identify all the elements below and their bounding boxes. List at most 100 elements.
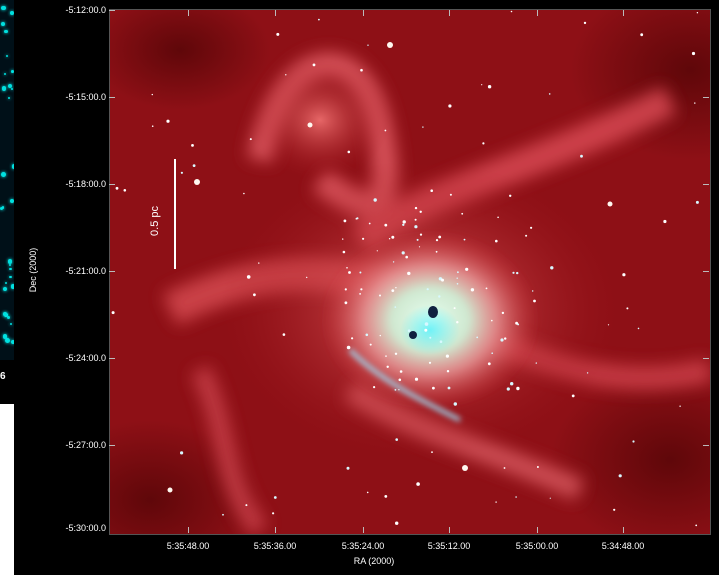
star — [191, 144, 194, 147]
star — [457, 271, 459, 274]
star — [441, 278, 444, 282]
bright-star — [607, 201, 613, 207]
star — [509, 194, 512, 197]
star — [503, 467, 506, 469]
star — [449, 193, 452, 196]
adjacent-panel-star — [4, 30, 8, 34]
x-tick-label: 5:34:48.00 — [601, 541, 645, 551]
star — [258, 262, 260, 264]
star — [679, 405, 681, 407]
star — [515, 496, 517, 498]
x-tick-mark — [363, 527, 364, 533]
star — [368, 222, 371, 225]
y-tick-mark — [109, 184, 115, 185]
star — [123, 189, 127, 192]
x-tick-label: 5:35:00.00 — [515, 541, 559, 551]
adjacent-panel-star — [3, 312, 7, 316]
star — [470, 288, 475, 292]
star — [360, 288, 363, 291]
star — [366, 491, 369, 494]
star — [487, 362, 491, 366]
adjacent-panel-star — [7, 84, 12, 89]
bright-star — [194, 179, 200, 185]
y-tick-mark — [109, 358, 115, 359]
star — [344, 288, 347, 291]
adjacent-panel-star — [8, 263, 12, 266]
y-tick-mark — [109, 97, 115, 98]
star — [405, 255, 409, 259]
star — [285, 74, 287, 76]
x-tick-mark — [623, 527, 624, 533]
star — [424, 322, 429, 326]
star — [416, 482, 420, 486]
star — [394, 352, 398, 355]
adjacent-panel-star — [7, 259, 13, 264]
star — [435, 250, 438, 253]
star — [487, 85, 492, 89]
adjacent-panel-star — [1, 5, 6, 10]
star — [388, 238, 391, 240]
star — [394, 389, 397, 391]
adjacent-panel-star — [0, 206, 4, 211]
star — [481, 84, 483, 86]
y-tick-label: -5:27:00.0 — [65, 440, 106, 450]
star — [180, 171, 183, 174]
star — [115, 186, 119, 190]
adjacent-panel-star — [5, 55, 8, 58]
y-tick-mark — [109, 271, 115, 272]
adjacent-panel-star — [4, 281, 7, 285]
adjacent-panel-star — [3, 287, 8, 292]
y-tick-mark — [703, 358, 709, 359]
star — [151, 125, 154, 127]
star — [430, 189, 434, 192]
star — [395, 287, 397, 289]
star — [407, 329, 411, 333]
star — [632, 440, 635, 443]
star — [360, 68, 363, 72]
star — [618, 474, 622, 478]
star — [426, 288, 429, 291]
star — [438, 235, 442, 239]
y-tick-label: -5:30:00.0 — [65, 523, 106, 533]
star — [463, 238, 466, 241]
star — [536, 466, 539, 468]
star — [456, 277, 458, 279]
scale-bar-label: 0.5 pc — [149, 206, 161, 236]
star — [402, 223, 405, 226]
star — [432, 386, 435, 390]
star — [445, 354, 449, 358]
star — [510, 382, 514, 386]
y-tick-label: -5:24:00.0 — [65, 353, 106, 363]
adjacent-panel-star — [3, 72, 6, 76]
star — [429, 336, 432, 339]
star — [446, 370, 450, 373]
adjacent-panel-star — [9, 267, 12, 271]
bright-star — [462, 465, 468, 471]
star — [586, 372, 589, 374]
star — [695, 524, 698, 527]
star — [394, 306, 397, 308]
star — [448, 104, 452, 108]
star — [550, 266, 554, 270]
star — [359, 271, 362, 274]
star — [373, 386, 376, 389]
y-tick-label: -5:18:00.0 — [65, 179, 106, 189]
star — [384, 223, 388, 227]
adjacent-panel-star — [2, 334, 8, 339]
star — [535, 362, 537, 364]
x-axis-label: RA (2000) — [353, 556, 395, 566]
star — [549, 497, 551, 499]
star — [465, 267, 469, 271]
star — [438, 295, 441, 298]
star — [626, 307, 629, 310]
adjacent-panel-star — [8, 96, 11, 99]
star — [245, 504, 248, 507]
star — [530, 226, 533, 229]
bright-star — [387, 42, 393, 48]
star — [276, 32, 280, 36]
star — [418, 246, 421, 248]
star — [695, 200, 699, 204]
star — [111, 311, 115, 315]
star — [482, 142, 485, 145]
star — [461, 212, 464, 215]
